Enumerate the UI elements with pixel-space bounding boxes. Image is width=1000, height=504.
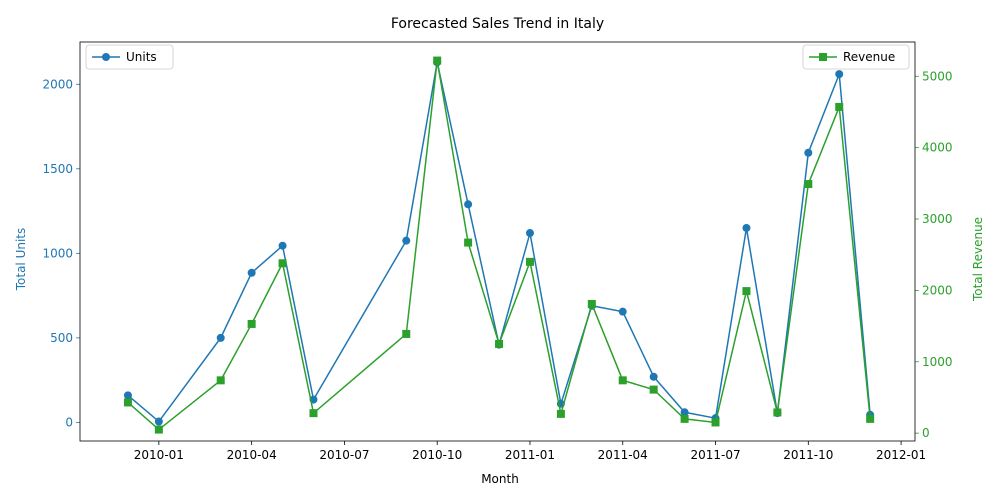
- series-line-revenue: [127, 60, 871, 431]
- y-right-tick-label-4: 4000: [922, 141, 953, 155]
- units-point-6: [402, 236, 411, 245]
- legend-units: Units: [85, 44, 174, 70]
- revenue-point-8: [464, 238, 473, 247]
- units-point-0: [123, 391, 132, 400]
- units-point-1: [154, 417, 163, 426]
- y-left-tick-label-0: 0: [65, 415, 73, 429]
- revenue-point-10: [525, 257, 534, 266]
- y-left-tick-label-3: 1500: [42, 162, 73, 176]
- x-tick-label-6: 2011-07: [690, 448, 740, 462]
- y-left-tick-label-4: 2000: [42, 77, 73, 91]
- revenue-point-21: [866, 414, 875, 423]
- chart-title: Forecasted Sales Trend in Italy: [391, 16, 604, 32]
- units-point-17: [742, 223, 751, 232]
- revenue-point-20: [835, 102, 844, 111]
- x-tick-label-8: 2012-01: [876, 448, 926, 462]
- units-point-10: [525, 229, 534, 238]
- plot-area: 2010-01 2010-04 2010-07 2010-10 2011-01 2011-…: [42, 41, 953, 462]
- y-axis-right-label: Total Revenue: [971, 217, 985, 302]
- y-right-tick-label-0: 0: [922, 426, 930, 440]
- y-right-tick-label-5: 5000: [922, 69, 953, 83]
- revenue-point-17: [742, 287, 751, 296]
- x-tick-label-7: 2011-10: [783, 448, 833, 462]
- revenue-point-19: [804, 180, 813, 189]
- revenue-point-5: [309, 409, 318, 418]
- legend-revenue: Revenue: [802, 44, 910, 70]
- revenue-point-7: [433, 56, 442, 65]
- revenue-point-6: [402, 329, 411, 338]
- revenue-point-4: [278, 259, 287, 268]
- revenue-point-18: [773, 408, 782, 417]
- x-tick-label-1: 2010-04: [227, 448, 277, 462]
- revenue-point-3: [247, 319, 256, 328]
- x-tick-label-0: 2010-01: [134, 448, 184, 462]
- revenue-point-0: [123, 398, 132, 407]
- legend-revenue-swatch-marker: [819, 53, 827, 61]
- y-left-tick-label-1: 500: [50, 331, 73, 345]
- legend-units-swatch-marker: [102, 53, 110, 61]
- plot-frame: [79, 41, 916, 442]
- units-point-19: [804, 148, 813, 157]
- revenue-point-14: [649, 385, 658, 394]
- revenue-point-16: [711, 418, 720, 427]
- legend-revenue-box: [802, 44, 910, 70]
- x-axis-label: Month: [481, 472, 519, 486]
- units-point-3: [247, 268, 256, 277]
- y-right-tick-label-1: 1000: [922, 355, 953, 369]
- y-left-tick-label-2: 1000: [42, 246, 73, 260]
- revenue-point-13: [618, 376, 627, 385]
- units-point-4: [278, 241, 287, 250]
- series-line-units: [127, 62, 871, 423]
- units-point-14: [649, 372, 658, 381]
- legend-units-box: [85, 44, 174, 70]
- units-point-15: [680, 408, 689, 417]
- units-point-2: [216, 333, 225, 342]
- revenue-point-11: [556, 409, 565, 418]
- revenue-point-15: [680, 414, 689, 423]
- units-point-8: [464, 200, 473, 209]
- y-right-tick-label-2: 2000: [922, 283, 953, 297]
- x-tick-label-2: 2010-07: [319, 448, 369, 462]
- y-right-tick-label-3: 3000: [922, 212, 953, 226]
- units-point-20: [835, 70, 844, 79]
- revenue-point-1: [154, 425, 163, 434]
- revenue-point-12: [587, 299, 596, 308]
- x-tick-label-4: 2011-01: [505, 448, 555, 462]
- legend-revenue-label: Revenue: [843, 50, 895, 64]
- legend-units-label: Units: [126, 50, 157, 64]
- x-tick-label-5: 2011-04: [598, 448, 648, 462]
- units-point-13: [618, 307, 627, 316]
- y-axis-left-label: Total Units: [14, 228, 28, 292]
- revenue-point-9: [495, 339, 504, 348]
- x-tick-label-3: 2010-10: [412, 448, 462, 462]
- revenue-point-2: [216, 376, 225, 385]
